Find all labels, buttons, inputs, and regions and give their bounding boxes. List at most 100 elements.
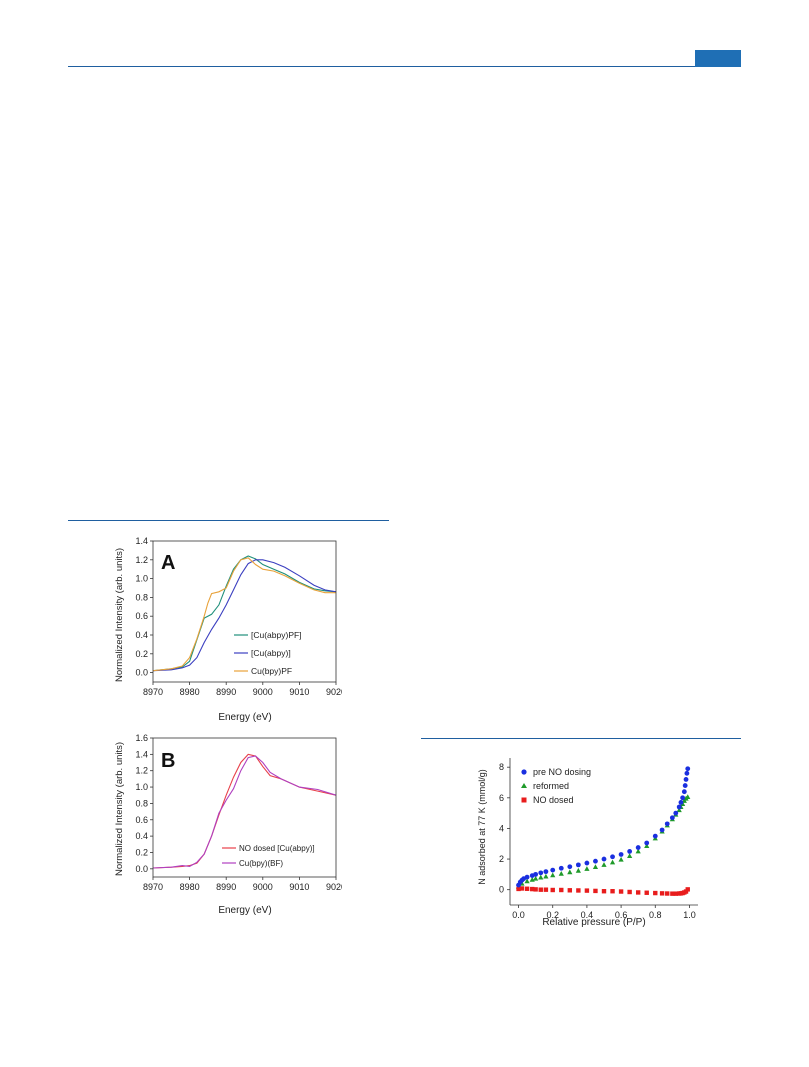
y-tick-label: 1.0 [135, 574, 148, 584]
point-dosed [584, 888, 590, 893]
point-pre-dosing [678, 800, 684, 805]
series-line-3 [152, 557, 336, 672]
y-tick-label: 0.0 [135, 668, 148, 678]
legend-label: [Cu(abpy)] [251, 648, 291, 658]
point-dosed [665, 891, 670, 896]
legend-label: pre NO dosing [533, 767, 591, 777]
point-pre-dosing [584, 860, 590, 866]
point-dosed [673, 891, 678, 896]
point-reformed [627, 853, 633, 858]
legend-label: NO dosed [Cu(abpy)] [239, 844, 315, 853]
point-reformed [533, 875, 539, 881]
y-axis-label: N adsorbed at 77 K (mmol/g) [477, 769, 487, 885]
y-tick-label: 0.8 [135, 798, 148, 808]
point-reformed [524, 878, 530, 884]
point-pre-dosing [659, 827, 665, 833]
point-pre-dosing [644, 840, 650, 846]
y-axis-label: Normalized Intensity (arb. units) [114, 742, 125, 876]
point-reformed [584, 866, 590, 871]
point-pre-dosing [601, 856, 607, 862]
y-tick-label: 0.4 [135, 831, 148, 841]
panel-a-label: A [161, 552, 175, 574]
point-pre-dosing [681, 789, 687, 795]
point-dosed [533, 887, 538, 892]
point-dosed [659, 891, 665, 896]
point-pre-dosing [558, 865, 564, 871]
point-reformed [618, 856, 624, 862]
legend-marker [521, 783, 527, 788]
legend: [Cu(abpy)PF] [Cu(abpy)] Cu(bpy)PF [234, 630, 302, 676]
x-axis-label: Energy (eV) [218, 905, 271, 916]
point-dosed [524, 886, 530, 891]
point-pre-dosing [538, 870, 544, 876]
legend-label: Cu(bpy)(BF) [239, 859, 283, 868]
plot-frame [152, 737, 337, 878]
x-tick-label: 9010 [289, 882, 309, 892]
header-tab [695, 50, 741, 67]
point-pre-dosing [635, 845, 641, 850]
point-pre-dosing [673, 810, 679, 816]
x-tick-label: 0.2 [546, 910, 559, 920]
legend-label: NO dosed [533, 795, 574, 805]
point-pre-dosing [533, 871, 539, 877]
point-reformed [601, 862, 607, 867]
point-pre-dosing [610, 854, 615, 860]
x-tick-label: 0.6 [615, 910, 628, 920]
point-dosed [538, 887, 543, 892]
chart-a: A Normalized Intensity (arb. units) Ener… [114, 536, 342, 723]
x-tick-label: 8980 [180, 687, 200, 697]
y-tick-label: 1.4 [135, 749, 148, 759]
point-pre-dosing [669, 815, 675, 821]
y-tick-label: 2 [499, 854, 504, 864]
point-dosed [519, 886, 525, 891]
point-dosed [627, 889, 632, 895]
plot-frame [152, 540, 337, 683]
point-reformed [575, 867, 581, 873]
y-tick-label: 0.0 [135, 864, 148, 874]
point-reformed [558, 870, 564, 876]
legend-label: Cu(bpy)PF [251, 666, 292, 676]
y-tick-label: 0.6 [135, 611, 148, 621]
point-pre-dosing [593, 858, 598, 864]
point-reformed [543, 873, 549, 879]
point-pre-dosing [682, 783, 688, 788]
point-reformed [592, 864, 599, 870]
x-tick-label: 1.0 [683, 910, 696, 920]
point-pre-dosing [524, 874, 530, 880]
y-tick-label: 1.2 [135, 555, 148, 565]
chart-b: B Normalized Intensity (arb. units) Ener… [114, 733, 342, 916]
legend: NO dosed [Cu(abpy)] Cu(bpy)(BF) [222, 844, 315, 868]
point-pre-dosing [618, 852, 624, 857]
chart-c: N adsorbed at 77 K (mmol/g) Relative pre… [477, 758, 698, 928]
point-dosed [516, 886, 521, 892]
x-axis-label: Energy (eV) [218, 712, 271, 723]
x-tick-label: 9000 [253, 687, 273, 697]
y-tick-label: 6 [499, 793, 504, 803]
point-dosed [644, 890, 649, 895]
x-tick-label: 8970 [143, 687, 163, 697]
y-tick-label: 1.4 [135, 536, 148, 546]
point-pre-dosing [683, 777, 689, 782]
x-tick-label: 8990 [216, 882, 236, 892]
x-tick-label: 9000 [253, 882, 273, 892]
y-tick-label: 8 [499, 762, 504, 772]
point-pre-dosing [550, 867, 556, 873]
x-tick-label: 0.8 [649, 910, 662, 920]
legend-label: [Cu(abpy)PF] [251, 630, 302, 640]
y-tick-label: 1.0 [135, 782, 148, 792]
y-tick-label: 0.6 [135, 815, 148, 825]
point-reformed [635, 848, 641, 854]
point-pre-dosing [627, 849, 633, 854]
point-dosed [576, 888, 581, 893]
point-pre-dosing [575, 862, 581, 868]
point-dosed [530, 886, 535, 892]
legend-marker [521, 797, 527, 803]
y-tick-label: 0 [499, 885, 504, 895]
point-reformed [567, 869, 573, 875]
point-pre-dosing [676, 804, 682, 810]
point-dosed [635, 890, 641, 895]
point-dosed [670, 891, 675, 896]
x-tick-label: 8990 [216, 687, 236, 697]
